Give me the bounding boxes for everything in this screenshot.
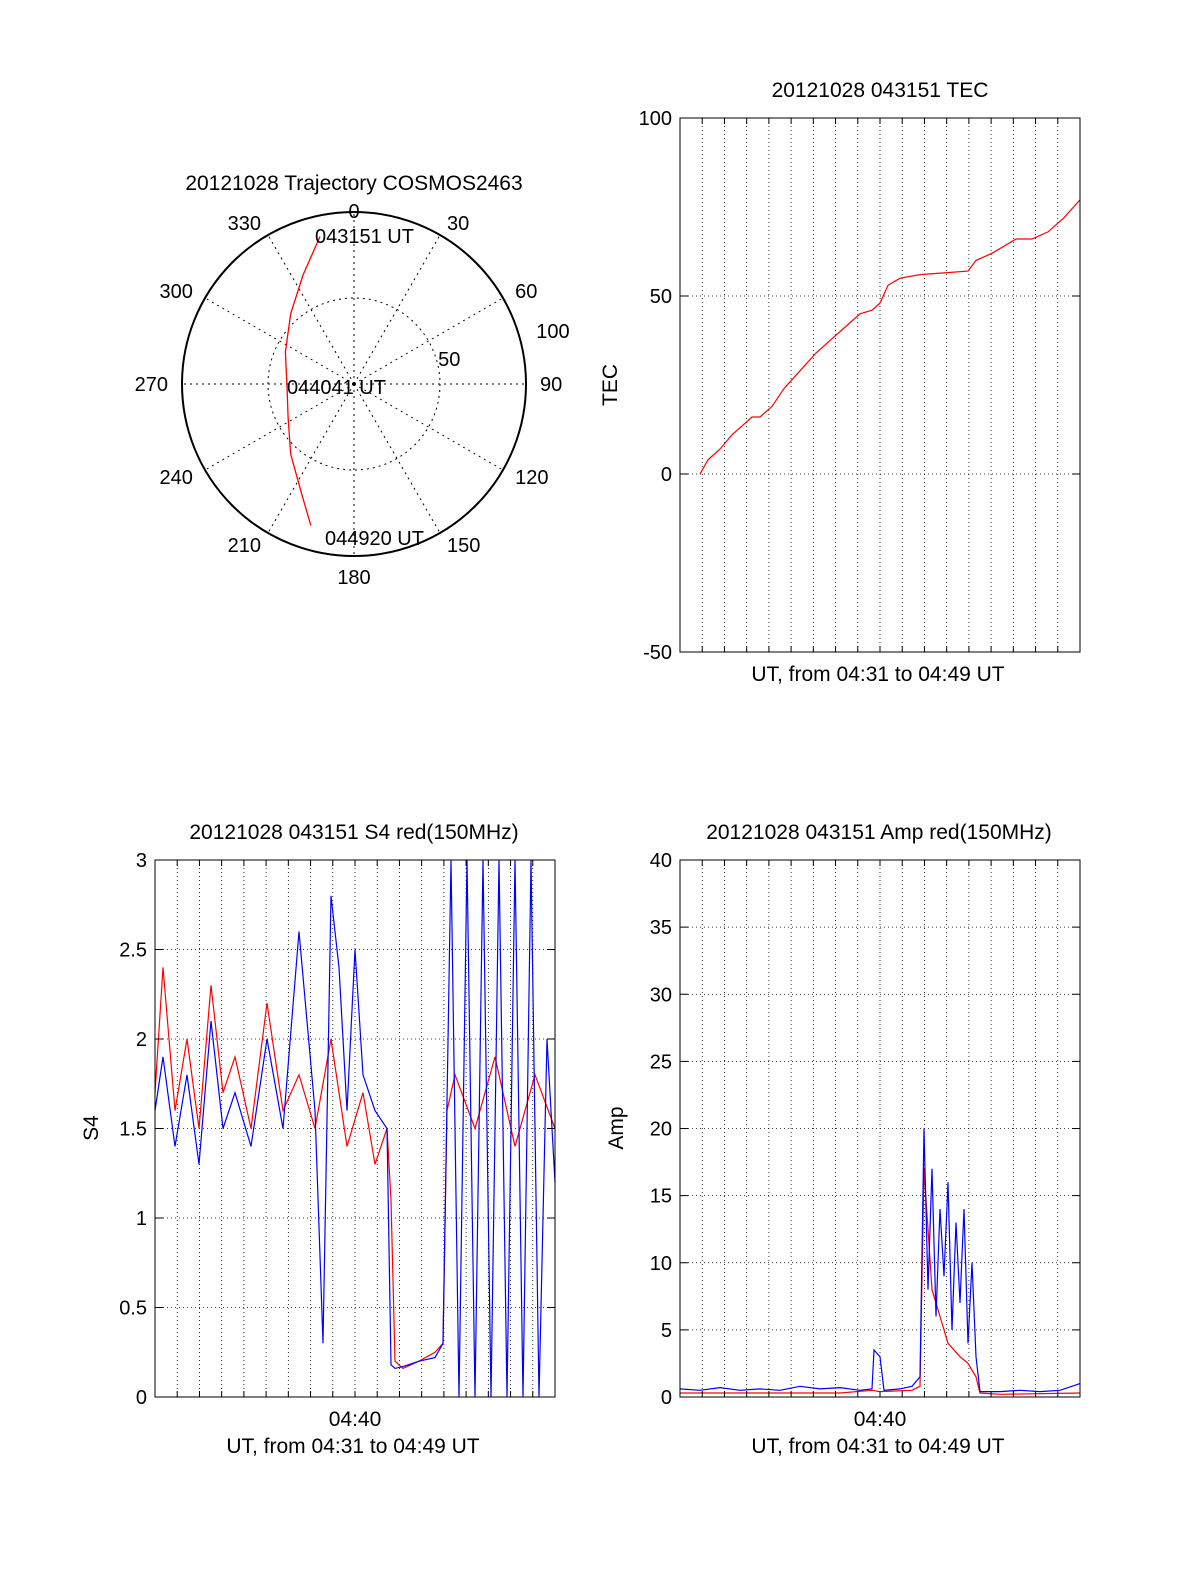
azimuth-label: 0 bbox=[348, 201, 359, 223]
tec-ytick-label: 100 bbox=[639, 108, 672, 130]
s4-series-blue bbox=[154, 859, 556, 1398]
annotation-mid-time: 044041 UT bbox=[287, 377, 386, 399]
amp-ytick-label: 25 bbox=[650, 1051, 672, 1073]
amp-x-ticks bbox=[701, 860, 1059, 1397]
azimuth-label: 150 bbox=[447, 535, 480, 557]
tec-ylabel: TEC bbox=[599, 364, 622, 406]
s4-ytick-label: 0.5 bbox=[119, 1298, 147, 1320]
azimuth-label: 60 bbox=[515, 281, 537, 303]
s4-y-ticks: 0 0.5 1 1.5 2 2.5 3 bbox=[119, 850, 555, 1409]
amp-ytick-label: 10 bbox=[650, 1253, 672, 1275]
s4-ytick-label: 2 bbox=[136, 1029, 147, 1051]
annotation-start-time: 043151 UT bbox=[315, 226, 414, 248]
tec-xlabel: UT, from 04:31 to 04:49 UT bbox=[751, 663, 1004, 686]
tec-chart: 20121028 043151 TEC -50 0 50 100 TEC UT, fr… bbox=[599, 79, 1081, 686]
polar-grid bbox=[182, 212, 526, 556]
tec-series bbox=[699, 199, 1081, 475]
s4-series bbox=[154, 859, 556, 1398]
amp-ytick-label: 30 bbox=[650, 984, 672, 1006]
trajectory-line bbox=[284, 236, 321, 526]
amp-ytick-label: 35 bbox=[650, 917, 672, 939]
s4-ytick-label: 2.5 bbox=[119, 940, 147, 962]
s4-series-red bbox=[154, 967, 556, 1370]
polar-series bbox=[284, 236, 321, 526]
tec-series-red bbox=[699, 199, 1081, 475]
amp-xlabel: UT, from 04:31 to 04:49 UT bbox=[751, 1435, 1004, 1458]
s4-xtick-label: 04:40 bbox=[329, 1408, 382, 1431]
annotation-end-time: 044920 UT bbox=[325, 528, 424, 550]
tec-ytick-label: 0 bbox=[661, 464, 672, 486]
amp-ytick-label: 20 bbox=[650, 1119, 672, 1141]
amp-xtick-label: 04:40 bbox=[854, 1408, 907, 1431]
trajectory-polar-chart: 20121028 Trajectory COSMOS2463 0 30 60 90 12… bbox=[135, 172, 570, 589]
s4-x-ticks bbox=[176, 860, 534, 1397]
azimuth-label: 330 bbox=[228, 213, 261, 235]
polar-grid-spoke bbox=[267, 234, 355, 385]
tec-ytick-label: -50 bbox=[643, 642, 672, 664]
tec-ytick-label: 50 bbox=[650, 286, 672, 308]
polar-grid-spoke bbox=[204, 297, 355, 385]
s4-ytick-label: 3 bbox=[136, 850, 147, 872]
azimuth-label: 270 bbox=[135, 374, 168, 396]
azimuth-label: 240 bbox=[160, 467, 193, 489]
azimuth-label: 120 bbox=[515, 467, 548, 489]
azimuth-label: 90 bbox=[540, 374, 562, 396]
polar-outer-ring bbox=[181, 211, 527, 557]
amp-series bbox=[679, 1128, 1081, 1395]
tec-y-ticks: -50 0 50 100 bbox=[639, 108, 1080, 664]
s4-ytick-label: 1.5 bbox=[119, 1119, 147, 1141]
amp-ytick-label: 5 bbox=[661, 1320, 672, 1342]
azimuth-labels: 0 30 60 90 120 150 180 210 240 270 300 330 bbox=[135, 201, 563, 589]
azimuth-label: 210 bbox=[228, 535, 261, 557]
s4-ylabel: S4 bbox=[80, 1115, 103, 1141]
polar-grid-spoke bbox=[353, 234, 441, 385]
azimuth-label: 300 bbox=[160, 281, 193, 303]
amp-ytick-label: 0 bbox=[661, 1387, 672, 1409]
amp-title: 20121028 043151 Amp red(150MHz) bbox=[706, 821, 1052, 844]
tec-title: 20121028 043151 TEC bbox=[772, 79, 989, 102]
s4-ytick-label: 1 bbox=[136, 1208, 147, 1230]
amp-ytick-label: 40 bbox=[650, 850, 672, 872]
tec-x-ticks bbox=[701, 118, 1059, 652]
amp-ytick-label: 15 bbox=[650, 1186, 672, 1208]
polar-grid-spoke bbox=[353, 383, 504, 471]
amp-series-red bbox=[680, 1168, 1081, 1395]
amp-ylabel: Amp bbox=[605, 1106, 628, 1149]
azimuth-label: 30 bbox=[447, 213, 469, 235]
amp-grid bbox=[680, 860, 1080, 1397]
polar-title: 20121028 Trajectory COSMOS2463 bbox=[185, 172, 522, 195]
radial-label: 50 bbox=[438, 349, 460, 371]
s4-ytick-label: 0 bbox=[136, 1387, 147, 1409]
amp-y-ticks: 0 5 10 15 20 25 30 35 40 bbox=[650, 850, 1080, 1409]
s4-xlabel: UT, from 04:31 to 04:49 UT bbox=[226, 1435, 479, 1458]
radial-label: 100 bbox=[536, 321, 569, 343]
amp-series-blue bbox=[679, 1128, 1081, 1393]
polar-grid-spoke bbox=[267, 383, 355, 534]
polar-grid-spoke bbox=[353, 383, 441, 534]
azimuth-label: 180 bbox=[337, 567, 370, 589]
s4-title: 20121028 043151 S4 red(150MHz) bbox=[189, 821, 518, 844]
tec-grid bbox=[680, 118, 1080, 652]
amp-chart: 20121028 043151 Amp red(150MHz) 0 5 10 15 20… bbox=[605, 821, 1081, 1458]
polar-grid-spoke bbox=[204, 383, 355, 471]
radial-labels: 50 100 bbox=[438, 321, 569, 371]
polar-grid-spoke bbox=[353, 297, 504, 385]
s4-chart: 20121028 043151 S4 red(150MHz) 0 0.5 1 1.5 2… bbox=[80, 821, 556, 1458]
